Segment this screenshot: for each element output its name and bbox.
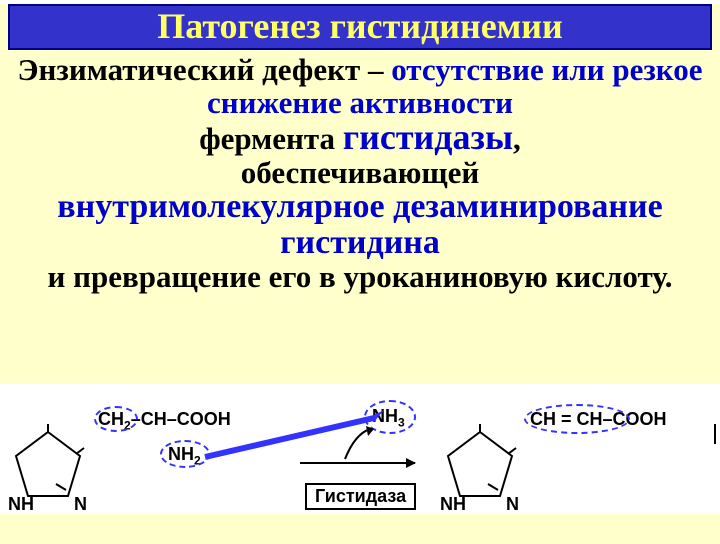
text-comma: , — [513, 121, 521, 156]
label-n-right: N — [506, 494, 519, 515]
dash-nh2 — [160, 440, 210, 468]
text-enzymatic-defect: Энзиматический дефект — [17, 52, 360, 87]
title-bar: Патогенез гистидинемии — [8, 4, 712, 50]
right-tick — [714, 424, 716, 444]
nh3-curve — [340, 424, 380, 464]
blue-arrow-head — [368, 404, 388, 424]
slide: Патогенез гистидинемии Энзиматический де… — [0, 4, 720, 544]
label-n-left: N — [74, 494, 87, 515]
dash-cheq — [524, 404, 630, 434]
enzyme-label: Гистидаза — [305, 483, 416, 510]
title-text: Патогенез гистидинемии — [10, 8, 710, 44]
text-sep: – — [360, 52, 391, 87]
text-ferment: фермента — [199, 121, 343, 156]
text-providing: обеспечивающей — [241, 155, 479, 190]
text-histidase: гистидазы — [343, 117, 513, 157]
text-conversion: и превращение его в уроканиновую кислоту… — [48, 259, 673, 294]
dash-ch2 — [94, 406, 138, 432]
label-nh-right: NH — [440, 494, 466, 515]
body-text: Энзиматический дефект – отсутствие или р… — [0, 50, 720, 293]
text-intramolecular: внутримолекулярное дезаминирование гисти… — [57, 188, 662, 261]
label-nh-left: NH — [8, 494, 34, 515]
